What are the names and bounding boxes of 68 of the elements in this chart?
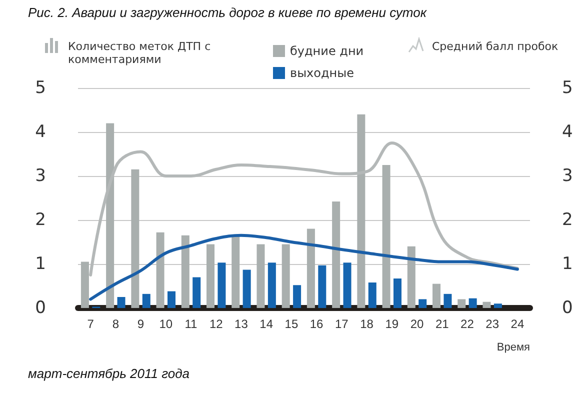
text: Количество меток ДТП с комментариями xyxy=(68,40,212,66)
x-axis-title: Время xyxy=(496,342,530,354)
y-tick-label: 3 xyxy=(35,166,46,186)
bar xyxy=(432,284,441,308)
y-tick-label: 0 xyxy=(35,298,46,318)
x-tick-label: 11 xyxy=(184,317,198,331)
y-tick-label: 1 xyxy=(35,254,46,274)
line-series xyxy=(89,234,519,301)
bar xyxy=(332,202,340,308)
x-tick-label: 14 xyxy=(260,317,274,331)
text: Средний балл пробок xyxy=(432,40,560,53)
y2-tick-label: 4 xyxy=(562,122,573,142)
x-tick-label: 12 xyxy=(209,317,224,331)
x-tick-label: 18 xyxy=(360,317,374,331)
y2-tick-label: 0 xyxy=(562,298,573,318)
bar xyxy=(368,282,376,308)
bar xyxy=(407,246,416,308)
bar xyxy=(482,302,491,308)
bar xyxy=(142,294,150,308)
bar xyxy=(181,235,190,308)
bar xyxy=(117,297,126,308)
x-tick-label: 10 xyxy=(159,317,173,331)
bar xyxy=(418,299,427,308)
y-tick-label: 4 xyxy=(35,122,46,142)
legend-label: выходные xyxy=(290,66,354,80)
bar xyxy=(192,277,201,308)
x-tick-label: 20 xyxy=(410,317,424,331)
y2-tick-label: 1 xyxy=(562,254,573,274)
bar xyxy=(393,278,402,308)
bar xyxy=(318,265,326,308)
bar xyxy=(468,298,477,308)
y2-tick-label: 2 xyxy=(562,210,573,230)
y2-tick-label: 3 xyxy=(562,166,573,186)
bar xyxy=(444,294,452,308)
bar xyxy=(268,262,276,308)
y-tick-label: 5 xyxy=(35,78,46,98)
x-tick-label: 21 xyxy=(435,317,450,331)
bar xyxy=(167,291,176,308)
bar xyxy=(343,262,352,308)
bar xyxy=(293,285,302,308)
x-tick-label: 23 xyxy=(486,317,500,331)
x-tick-label: 19 xyxy=(385,317,399,331)
x-tick-label: 17 xyxy=(334,317,349,331)
bar xyxy=(156,232,164,308)
bar xyxy=(206,244,215,308)
x-tick-label: 16 xyxy=(310,317,324,331)
y2-tick-label: 5 xyxy=(562,78,573,98)
bar xyxy=(232,235,240,308)
bar xyxy=(306,228,315,308)
x-tick-label: 24 xyxy=(510,317,524,331)
bar xyxy=(131,169,140,308)
bar xyxy=(382,165,390,308)
y-tick-label: 2 xyxy=(35,210,46,230)
chart-title: Рис. 2. Аварии и загруженность дорог в киеве по времени суток xyxy=(28,5,426,20)
x-tick-label: 9 xyxy=(137,317,144,331)
legend-label: будние дни xyxy=(290,44,364,58)
x-tick-label: 22 xyxy=(460,317,474,331)
bar xyxy=(242,270,251,308)
bar xyxy=(218,262,226,308)
x-tick-label: 13 xyxy=(234,317,248,331)
x-tick-label: 7 xyxy=(87,317,94,331)
bar xyxy=(282,244,290,308)
bar xyxy=(494,304,502,308)
bar xyxy=(256,244,265,308)
x-tick-label: 8 xyxy=(112,317,120,331)
x-tick-label: 15 xyxy=(284,317,298,331)
bar xyxy=(458,299,466,308)
text: март-сентябрь 2011 года xyxy=(28,366,190,381)
